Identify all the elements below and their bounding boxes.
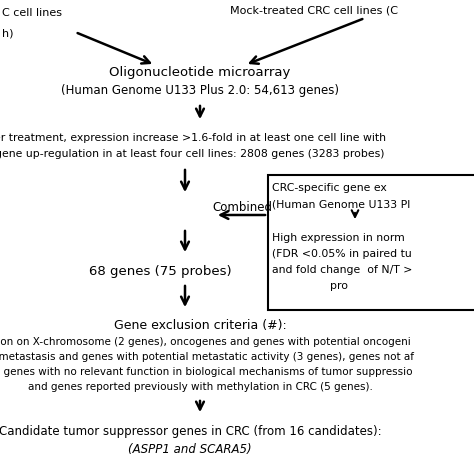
Text: High expression in norm: High expression in norm: [272, 233, 405, 243]
Text: and fold change  of N/T >: and fold change of N/T >: [272, 265, 412, 275]
Text: gene up-regulation in at least four cell lines: 2808 genes (3283 probes): gene up-regulation in at least four cell…: [0, 149, 385, 159]
Text: lated to metastasis and genes with potential metastatic activity (3 genes), gene: lated to metastasis and genes with poten…: [0, 352, 414, 362]
Text: 68 genes (75 probes): 68 genes (75 probes): [89, 265, 231, 279]
Text: pro: pro: [330, 281, 348, 291]
Text: (FDR <0.05% in paired tu: (FDR <0.05% in paired tu: [272, 249, 412, 259]
Text: C cell lines: C cell lines: [2, 8, 62, 18]
Text: and genes reported previously with methylation in CRC (5 genes).: and genes reported previously with methy…: [27, 382, 373, 392]
Text: Gene exclusion criteria (#):: Gene exclusion criteria (#):: [114, 319, 286, 331]
Text: CRC-specific gene ex: CRC-specific gene ex: [272, 183, 387, 193]
Bar: [268, 175, 474, 310]
Text: Oligonucleotide microarray: Oligonucleotide microarray: [109, 65, 291, 79]
Text: (ASPP1 and SCARA5): (ASPP1 and SCARA5): [128, 444, 252, 456]
Text: al location on X-chromosome (2 genes), oncogenes and genes with potential oncoge: al location on X-chromosome (2 genes), o…: [0, 337, 411, 347]
Text: Mock-treated CRC cell lines (C: Mock-treated CRC cell lines (C: [230, 5, 398, 15]
Text: Candidate tumor suppressor genes in CRC (from 16 candidates):: Candidate tumor suppressor genes in CRC …: [0, 426, 381, 438]
Text: (Human Genome U133 Pl: (Human Genome U133 Pl: [272, 199, 410, 209]
Text: h): h): [2, 28, 13, 38]
Text: 1 gene), genes with no relevant function in biological mechanisms of tumor suppr: 1 gene), genes with no relevant function…: [0, 367, 413, 377]
Text: er treatment, expression increase >1.6-fold in at least one cell line with: er treatment, expression increase >1.6-f…: [0, 133, 386, 143]
Text: Combined: Combined: [212, 201, 272, 213]
Text: (Human Genome U133 Plus 2.0: 54,613 genes): (Human Genome U133 Plus 2.0: 54,613 gene…: [61, 83, 339, 97]
